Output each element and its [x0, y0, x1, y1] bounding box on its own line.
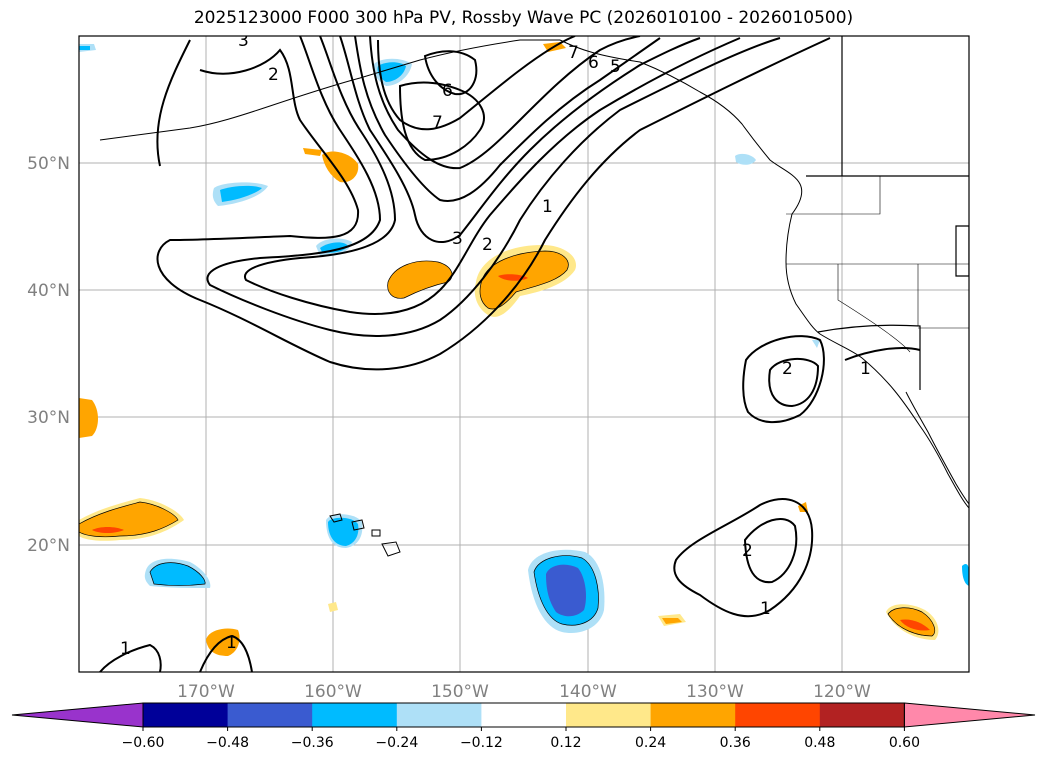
contour-labels: 3 2 6 7 7 6 5 3 2 1 2 1 2 1 1 1 [120, 31, 871, 659]
colorbar-swatch [650, 703, 736, 727]
colorbar-tick-label: −0.12 [460, 735, 503, 751]
lon-label: 120°W [813, 682, 871, 702]
lat-label: 50°N [27, 154, 70, 174]
colorbar-swatch [819, 703, 905, 727]
pc-contours [99, 36, 921, 672]
lat-label: 20°N [27, 536, 70, 556]
contour-label: 1 [226, 633, 237, 653]
colorbar-tick-label: 0.60 [889, 735, 920, 751]
shading-outlines [79, 250, 936, 637]
contour-label: 6 [442, 81, 453, 101]
lon-label: 150°W [431, 682, 489, 702]
contour-label: 6 [588, 53, 599, 73]
colorbar-tick-label: 0.48 [804, 735, 835, 751]
colorbar-extend-low [11, 702, 144, 728]
map-area [79, 36, 969, 672]
political-borders [806, 36, 969, 390]
contour-label: 1 [860, 359, 871, 379]
lat-label: 40°N [27, 281, 70, 301]
lat-label: 30°N [27, 408, 70, 428]
colorbar-tick-label: −0.48 [206, 735, 249, 751]
map-title: 2025123000 F000 300 hPa PV, Rossby Wave … [193, 8, 854, 28]
lon-label: 160°W [304, 682, 362, 702]
contour-label: 5 [610, 57, 621, 77]
latitude-labels: 50°N 40°N 30°N 20°N [27, 154, 70, 556]
colorbar-swatch [312, 703, 398, 727]
colorbar-tick-label: −0.24 [375, 735, 418, 751]
colorbar-swatch [227, 703, 313, 727]
colorbar-tick-label: 0.24 [635, 735, 666, 751]
colorbar-tick-label: 0.12 [550, 735, 581, 751]
colorbar: −0.60 −0.48 −0.36 −0.24 −0.12 0.12 0.24 0.36 0.4… [11, 702, 1036, 751]
contour-label: 2 [742, 541, 753, 561]
colorbar-border [142, 702, 905, 728]
contour-label: 1 [120, 639, 131, 659]
lon-label: 130°W [686, 682, 744, 702]
coastlines [99, 39, 969, 557]
colorbar-swatch [481, 703, 567, 727]
colorbar-swatch [396, 703, 482, 727]
contour-label: 2 [782, 359, 793, 379]
contour-label: 7 [568, 43, 579, 63]
colorbar-swatch [566, 703, 652, 727]
lon-label: 170°W [177, 682, 235, 702]
lon-label: 140°W [559, 682, 617, 702]
contour-label: 2 [268, 65, 279, 85]
contour-label: 1 [542, 197, 553, 217]
contour-label: 1 [760, 599, 771, 619]
longitude-labels: 170°W 160°W 150°W 140°W 130°W 120°W [177, 682, 871, 702]
colorbar-tick-label: −0.60 [122, 735, 165, 751]
contour-label: 2 [482, 235, 493, 255]
contour-label: 7 [432, 113, 443, 133]
contour-label: 3 [238, 31, 249, 51]
colorbar-tick-label: 0.36 [720, 735, 751, 751]
colorbar-extend-high [903, 702, 1036, 728]
colorbar-swatch [143, 703, 229, 727]
contour-label: 3 [452, 229, 463, 249]
colorbar-tick-label: −0.36 [291, 735, 334, 751]
map-border [78, 35, 970, 673]
colorbar-swatch [735, 703, 821, 727]
